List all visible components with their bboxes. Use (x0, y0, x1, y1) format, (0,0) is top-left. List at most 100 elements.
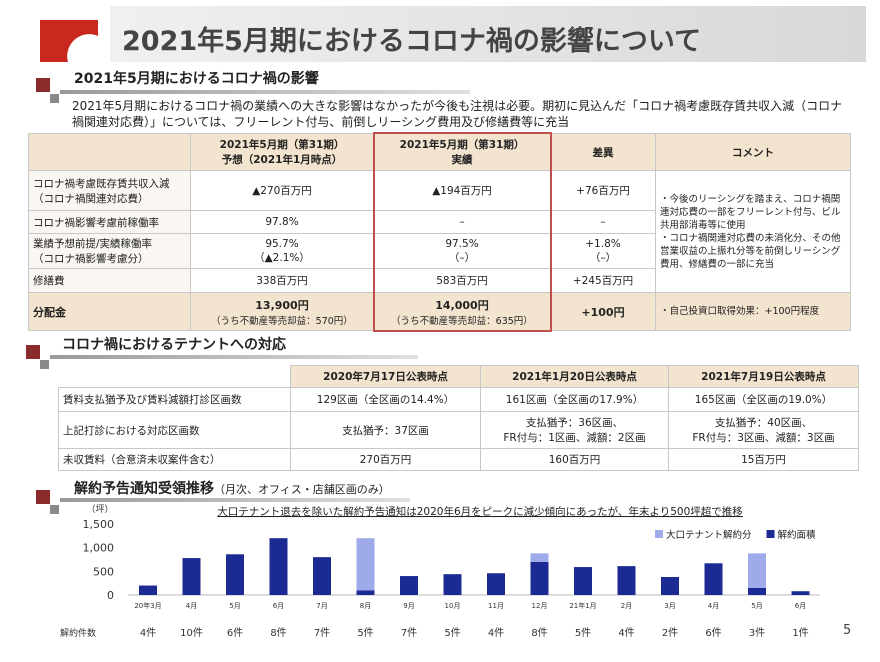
cell-text: コメント (732, 146, 774, 159)
cell-text: 2021年1月20日公表時点 (512, 371, 637, 383)
count-label: 7件 (401, 627, 417, 639)
x-tick-label: 11月 (488, 602, 504, 610)
count-label: 1件 (792, 627, 808, 639)
cell-line: 97.5% (445, 237, 479, 250)
count-label: 4件 (488, 627, 504, 639)
cell-text: コロナ禍影響考慮前稼働率 (33, 216, 159, 229)
table-cell: コロナ禍影響考慮前稼働率 (28, 210, 191, 234)
cell-text: 583百万円 (436, 275, 488, 287)
x-tick-label: 20年3月 (134, 601, 161, 610)
cell-line: コロナ禍考慮既存賃共収入減 (33, 177, 170, 190)
x-tick-label: 9月 (403, 602, 414, 610)
table-cell: 14,000円 （うち不動産等売却益：635円） (373, 292, 551, 331)
summary-text: 2021年5月期におけるコロナ禍の業績への大きな影響はなかったが今後も注視は必要… (72, 99, 843, 129)
cell-line: FR付与：1区画、減額：2区画 (503, 432, 646, 444)
table-cell: 賃料支払猶予及び賃料減額打診区画数 (58, 387, 291, 412)
cell-line: 13,900円 (255, 298, 309, 312)
cell-line: （うち不動産等売却益：635円） (391, 315, 533, 327)
cell-text: 129区画（全区画の14.4%） (316, 394, 455, 406)
bar (139, 585, 157, 595)
bar (400, 576, 418, 595)
section-title-text: 解約予告通知受領推移 (74, 481, 214, 497)
bar (182, 558, 201, 595)
cell-text: 15百万円 (741, 454, 786, 466)
x-tick-label: 10月 (445, 602, 461, 610)
y-tick-label: 1,000 (83, 542, 115, 555)
cell-text: 2021年7月19日公表時点 (701, 371, 826, 383)
cell-line: ・自己投資口取得効果：+100円程度 (660, 306, 820, 317)
bar (530, 553, 549, 562)
bar (313, 557, 331, 595)
header-row: 2021年5月期（第31期） 予想（2021年1月時点） 2021年5月期（第31期… (28, 133, 851, 171)
cell-text: 分配金 (33, 305, 66, 319)
x-tick-label: 2月 (621, 602, 632, 610)
x-tick-label: 5月 (229, 602, 240, 610)
table-cell: 支払猶予：40区画、 FR付与：3区画、減額：3区画 (668, 411, 859, 449)
count-label: 4件 (140, 627, 156, 639)
table-cell: 15百万円 (668, 448, 859, 471)
bar (269, 538, 288, 595)
icon (36, 78, 50, 92)
cell-text: 338百万円 (256, 275, 308, 287)
count-label: 5件 (575, 627, 591, 639)
count-label: 4件 (618, 627, 634, 639)
legend-label: 大口テナント解約分 (666, 529, 752, 541)
cell-text: 上記打診における対応区画数 (63, 424, 200, 437)
table-cell: 支払猶予：37区画 (290, 411, 481, 449)
header-cell: 2021年1月20日公表時点 (480, 365, 669, 388)
x-tick-label: 5月 (751, 602, 762, 610)
table-cell: 未収賃料（合意済未収案件含む） (58, 448, 291, 471)
header-cell: 2020年7月17日公表時点 (290, 365, 481, 388)
cell-line: （–） (589, 251, 617, 264)
count-label: 8件 (531, 627, 547, 639)
table-row: コロナ禍影響考慮前稼働率 97.8% – – (28, 210, 851, 234)
cell-line: 2021年5月期（第31期） (219, 139, 345, 151)
table-cell: ▲270百万円 (190, 170, 374, 211)
cell-text: 支払猶予：37区画 (342, 424, 429, 437)
bar (574, 567, 592, 595)
header-cell: 2021年5月期（第31期） 実績 (373, 133, 551, 171)
bar (226, 554, 244, 595)
icon (40, 360, 49, 369)
table-cell: 338百万円 (190, 268, 374, 293)
cell-line: （コロナ禍関連対応費） (33, 192, 149, 205)
cell-line: （うち不動産等売却益：570円） (211, 315, 353, 327)
table-cell: 分配金 (28, 292, 191, 331)
x-tick-label: 4月 (186, 602, 197, 610)
chart: 大口テナント退去を除いた解約予告通知は2020年6月をピークに減少傾向にあったが… (60, 504, 820, 639)
x-tick-label: 4月 (708, 602, 719, 610)
cell-text: – (600, 216, 606, 228)
page-number: 5 (843, 623, 852, 638)
bar (748, 553, 766, 588)
table-cell: 161区画（全区画の17.9%） (480, 387, 669, 412)
count-label: 5件 (357, 627, 373, 639)
logo (40, 20, 98, 62)
table-cell: 97.8% (190, 210, 374, 234)
table-row: 未収賃料（合意済未収案件含む） 270百万円 160百万円 15百万円 (58, 448, 859, 471)
x-tick-label: 8月 (360, 602, 371, 610)
section-title: 2021年5月期におけるコロナ禍の影響 (74, 71, 319, 87)
table-row: 賃料支払猶予及び賃料減額打診区画数 129区画（全区画の14.4%） 161区画（全… (58, 387, 859, 412)
cell-line: （–） (448, 251, 476, 264)
icon (36, 490, 50, 504)
count-label: 7件 (314, 627, 330, 639)
table-container: 2020年7月17日公表時点 2021年1月20日公表時点 2021年7月19日公表… (58, 365, 859, 471)
y-axis-label: （坪） (86, 504, 113, 515)
section-subtitle: （月次、オフィス・店舗区画のみ） (214, 483, 390, 496)
table-cell: 上記打診における対応区画数 (58, 411, 291, 449)
cell-text: +76百万円 (576, 185, 630, 197)
table-cell: +1.8% （–） (550, 233, 656, 269)
table-cell: 160百万円 (480, 448, 669, 471)
table-cell: 97.5% （–） (373, 233, 551, 269)
chart-title: 大口テナント退去を除いた解約予告通知は2020年6月をピークに減少傾向にあったが… (217, 505, 743, 518)
table-cell: 13,900円 （うち不動産等売却益：570円） (190, 292, 374, 331)
cell-text: +100円 (581, 305, 625, 319)
x-tick-label: 12月 (532, 602, 548, 610)
section-title: 解約予告通知受領推移（月次、オフィス・店舗区画のみ） (74, 478, 390, 498)
bar (443, 574, 462, 595)
cell-text: ▲194百万円 (432, 185, 492, 197)
cell-line: FR付与：3区画、減額：3区画 (692, 432, 835, 444)
cell-text: 修繕費 (33, 275, 65, 287)
header-cell: 2021年7月19日公表時点 (668, 365, 859, 388)
